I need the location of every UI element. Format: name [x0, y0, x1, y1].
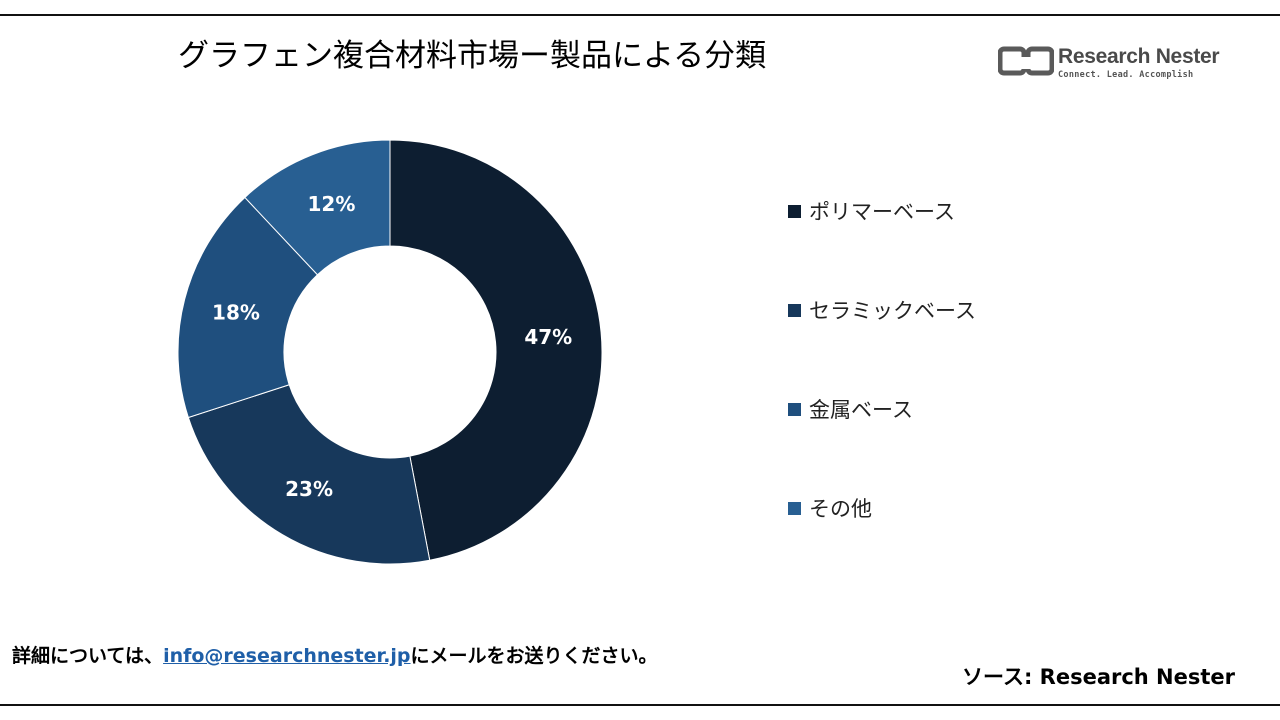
legend-label: ポリマーベース: [809, 200, 955, 224]
slice-data-label: 12%: [308, 192, 356, 216]
bottom-rule: [0, 704, 1280, 706]
legend-item: 金属ベース: [788, 394, 913, 424]
source-note: ソース: Research Nester: [962, 665, 1236, 689]
donut-slice: [244, 139, 391, 276]
contact-note-suffix: にメールをお送りください。: [410, 645, 658, 667]
logo: Research Nester Connect. Lead. Accomplis…: [997, 44, 1220, 84]
legend-swatch: [788, 204, 801, 218]
logo-tagline: Connect. Lead. Accomplish: [1058, 70, 1194, 80]
donut-slice: [187, 384, 431, 565]
research-nester-logo-icon: [997, 46, 1055, 76]
logo-name: Research Nester: [1058, 45, 1220, 68]
contact-email-link[interactable]: info@researchnester.jp: [163, 645, 411, 667]
contact-note: 詳細については、info@researchnester.jpにメールをお送りくだ…: [12, 641, 658, 668]
legend-swatch: [788, 402, 801, 416]
legend-item: セラミックベース: [788, 295, 976, 325]
legend-item: その他: [788, 493, 872, 523]
chart-title: グラフェン複合材料市場ー製品による分類: [178, 38, 767, 74]
slice-data-label: 23%: [285, 477, 333, 501]
slice-data-label: 18%: [212, 300, 260, 324]
legend-label: その他: [809, 497, 872, 521]
donut-data-labels: 47% 23% 18% 12%: [212, 192, 572, 501]
top-rule: [0, 14, 1280, 16]
legend-label: セラミックベース: [809, 299, 976, 323]
legend-item: ポリマーベース: [788, 196, 955, 226]
contact-note-prefix: 詳細については、: [12, 645, 164, 667]
donut-slice: [389, 139, 603, 561]
legend-swatch: [788, 501, 801, 515]
donut-slices: [177, 139, 603, 565]
donut-slice: [177, 196, 319, 419]
slice-data-label: 47%: [524, 325, 572, 349]
legend-swatch: [788, 303, 801, 317]
legend-label: 金属ベース: [809, 398, 913, 422]
